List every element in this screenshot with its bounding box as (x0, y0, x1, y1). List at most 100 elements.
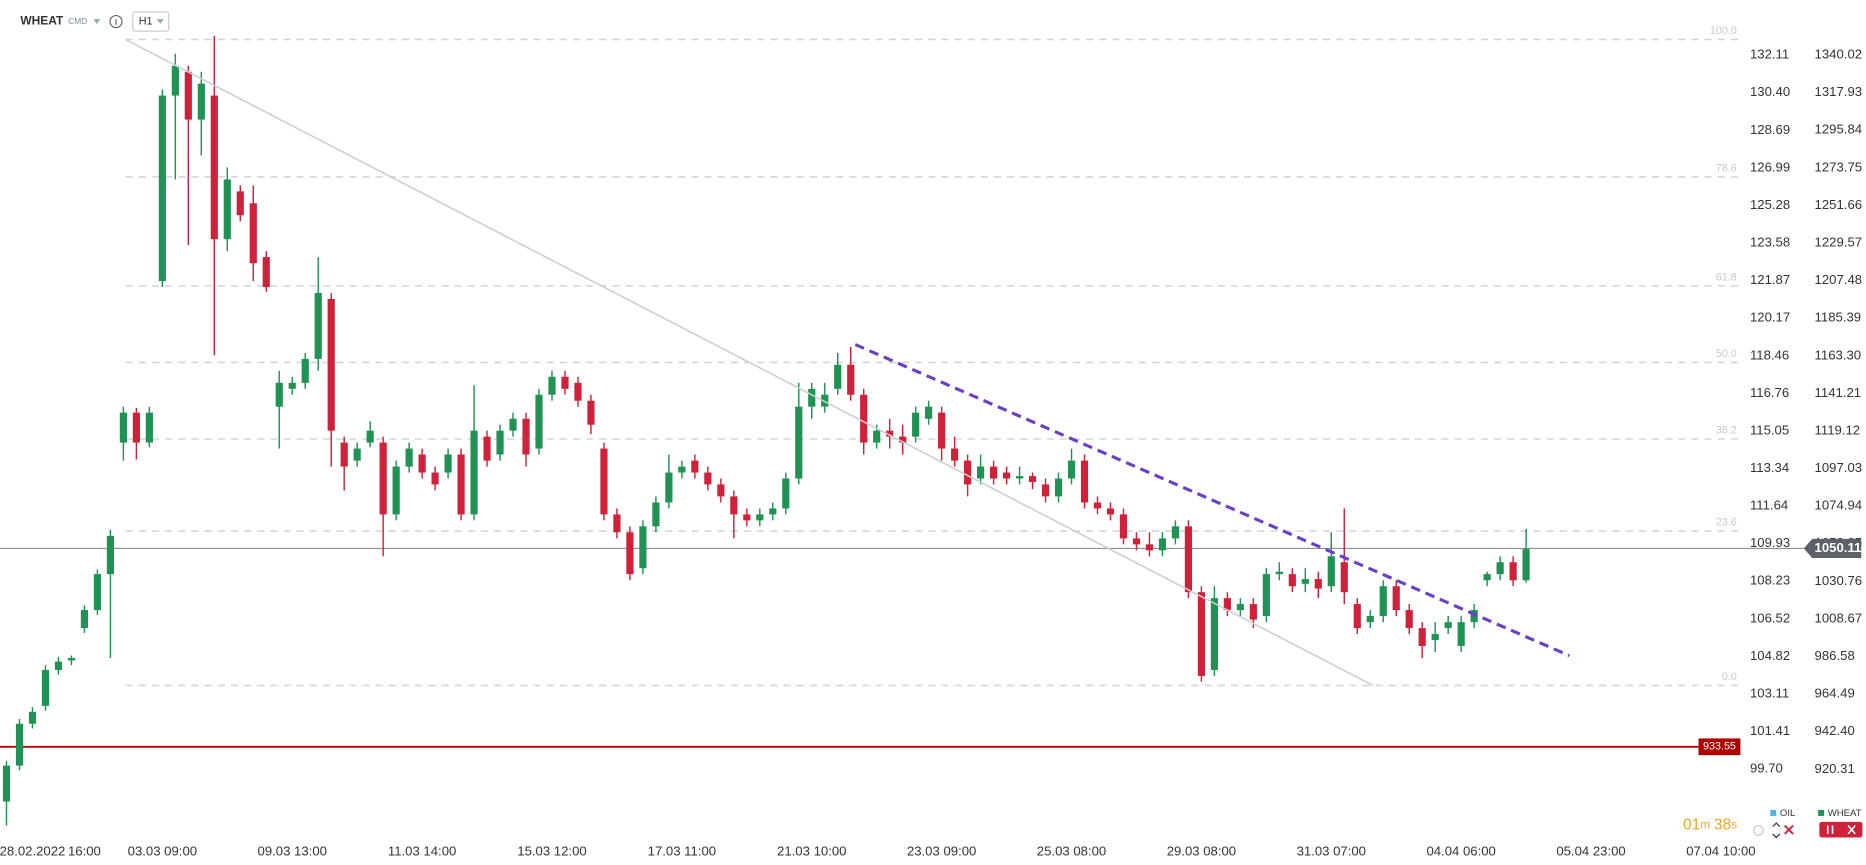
legend-swatch (1770, 809, 1777, 816)
candle-body (1132, 538, 1141, 545)
fib-label: 100.0 (1710, 25, 1737, 37)
candle-body (54, 661, 63, 670)
fib-label: 23.6 (1716, 517, 1737, 529)
candle-body (15, 723, 24, 766)
y2-tick-label: 126.99 (1750, 159, 1790, 174)
candle-body (496, 430, 504, 455)
symbol[interactable]: WHEAT (20, 14, 64, 28)
candle-body (1340, 562, 1348, 593)
candle-body (873, 430, 881, 443)
candle-body (652, 502, 660, 527)
candle-body (67, 658, 76, 661)
candle-body (925, 406, 933, 419)
candle-body (600, 448, 608, 515)
candle-body (1210, 598, 1218, 670)
indicator-icons (1826, 825, 1856, 835)
y-tick-label: 1340.02 (1815, 47, 1863, 62)
candle-body (717, 484, 725, 497)
x-tick-label: 31.03 07:00 (1297, 843, 1366, 858)
candle-body (457, 454, 465, 515)
candle-body (1145, 544, 1154, 551)
y2-tick-label: 121.87 (1750, 272, 1790, 287)
y-tick-label: 1229.57 (1815, 234, 1863, 249)
y-tick-label: 942.40 (1815, 723, 1855, 738)
x-tick-label: 28.02.2022 (0, 843, 65, 858)
candle-body (977, 466, 985, 479)
candle-body (470, 430, 478, 515)
candle-body (1496, 562, 1504, 575)
candle-body (795, 406, 803, 479)
y-tick-label: 1141.21 (1815, 385, 1862, 400)
x-tick-label: 21.03 10:00 (777, 843, 846, 858)
candle-body (639, 526, 647, 569)
y-tick-label: 1295.84 (1815, 122, 1863, 137)
candle-body (808, 388, 816, 407)
y-tick-label: 1185.39 (1815, 310, 1862, 325)
candle-body (743, 514, 751, 521)
candle-body (1119, 514, 1128, 539)
candle-body (769, 508, 777, 515)
y-tick-label: 986.58 (1815, 648, 1855, 663)
candle-body (1418, 628, 1426, 646)
candle-body (756, 514, 764, 521)
candle-body (314, 292, 322, 359)
candle-body (1106, 508, 1115, 515)
candle-body (1288, 574, 1296, 587)
candle-body (548, 376, 556, 395)
y2-tick-label: 115.05 (1750, 422, 1789, 437)
candle-body (1457, 622, 1465, 646)
candle-body (665, 472, 673, 503)
x-tick-label: 11.03 14:00 (388, 843, 456, 858)
y-tick-label: 1074.94 (1815, 498, 1863, 513)
candle-body (392, 466, 400, 515)
candle-body (93, 574, 101, 611)
sort-icon[interactable] (1772, 822, 1781, 839)
candle-body (431, 472, 439, 485)
candle-body (1314, 579, 1322, 589)
interval-select[interactable] (132, 11, 170, 32)
candle-body (1327, 556, 1335, 587)
y-tick-label: 1097.03 (1815, 460, 1863, 475)
candle-body (1509, 562, 1517, 581)
candle-body (834, 364, 842, 389)
x-tick-label: 29.03 08:00 (1167, 843, 1236, 858)
candle-body (119, 412, 127, 443)
candle-body (951, 448, 959, 461)
y-tick-label: 1008.67 (1815, 610, 1863, 625)
candle-body (210, 95, 218, 240)
candle-body (28, 711, 37, 724)
x-tick-label: 07.04 10:00 (1686, 843, 1755, 858)
y2-tick-label: 101.41 (1750, 723, 1790, 738)
candle-body (613, 514, 621, 533)
y2-tick-label: 106.52 (1750, 610, 1790, 625)
x-tick-label: 04.04 06:00 (1426, 843, 1495, 858)
candle-body (262, 257, 270, 288)
y-tick-label: 1119.12 (1815, 422, 1861, 437)
candle-body (522, 418, 530, 455)
candle-body (860, 394, 868, 443)
candle-body (236, 191, 244, 216)
candle-body (1353, 604, 1361, 629)
y2-tick-label: 118.46 (1750, 347, 1789, 362)
x-tick-label: 05.04 23:00 (1556, 843, 1625, 858)
eye-icon[interactable] (1752, 824, 1764, 836)
countdown: 01m 38s (1683, 817, 1737, 834)
y2-tick-label: 104.82 (1750, 648, 1790, 663)
candle-body (678, 466, 686, 473)
candle-body (1080, 460, 1089, 503)
candle-body (106, 535, 114, 575)
candle-body (574, 382, 582, 401)
indicator-button[interactable] (1819, 821, 1863, 838)
candle-body (1444, 622, 1452, 629)
candle-body (1002, 472, 1011, 479)
dropdown-arrow[interactable] (93, 19, 101, 24)
support-tag (1698, 738, 1741, 756)
info-icon[interactable] (109, 14, 123, 29)
candle-body (1483, 574, 1491, 581)
x-tick-label: 23.03 09:00 (907, 843, 976, 858)
candle-body (691, 460, 699, 473)
candle-body (730, 496, 738, 515)
close-icon[interactable] (1783, 824, 1794, 835)
